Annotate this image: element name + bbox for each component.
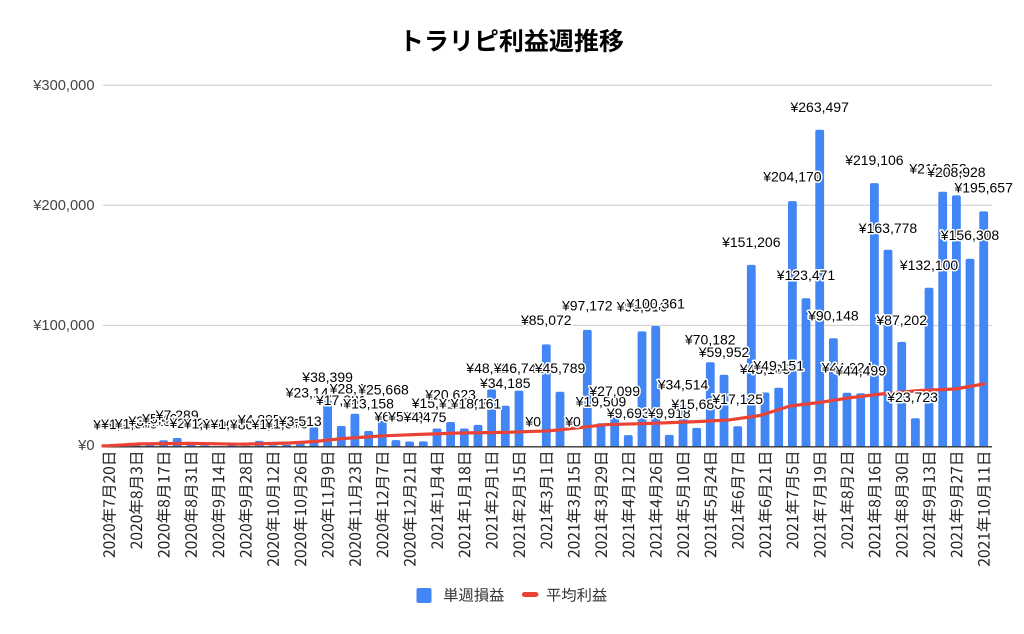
svg-text:¥49,151: ¥49,151 <box>752 358 804 374</box>
svg-text:¥1,233: ¥1,233 <box>250 416 294 432</box>
svg-text:¥34,514: ¥34,514 <box>657 377 709 393</box>
svg-text:¥132,100: ¥132,100 <box>899 257 959 273</box>
svg-text:¥85,072: ¥85,072 <box>520 312 572 328</box>
svg-text:¥500: ¥500 <box>92 417 124 433</box>
svg-text:¥4,885: ¥4,885 <box>237 411 281 427</box>
svg-text:¥25,668: ¥25,668 <box>357 382 409 398</box>
svg-text:¥123,471: ¥123,471 <box>776 267 836 283</box>
svg-text:¥15,214: ¥15,214 <box>411 395 463 411</box>
svg-text:¥16,108: ¥16,108 <box>438 395 490 411</box>
svg-text:¥100,361: ¥100,361 <box>625 296 685 312</box>
svg-text:¥163,778: ¥163,778 <box>858 220 918 236</box>
svg-text:¥28,243: ¥28,243 <box>329 381 381 397</box>
svg-text:¥48,126: ¥48,126 <box>465 360 517 376</box>
svg-text:¥5,467: ¥5,467 <box>141 411 185 427</box>
svg-text:¥4,475: ¥4,475 <box>403 409 447 425</box>
svg-text:¥100,000: ¥100,000 <box>32 318 94 334</box>
svg-text:¥200,000: ¥200,000 <box>32 198 94 214</box>
svg-text:¥34,185: ¥34,185 <box>479 375 531 391</box>
svg-text:¥3,413: ¥3,413 <box>127 413 171 429</box>
svg-text:¥500: ¥500 <box>202 417 234 433</box>
svg-text:¥208,928: ¥208,928 <box>926 164 986 180</box>
svg-text:¥156,308: ¥156,308 <box>940 227 1000 243</box>
svg-text:¥1,217: ¥1,217 <box>100 416 144 432</box>
svg-text:¥300,000: ¥300,000 <box>32 78 94 94</box>
svg-text:¥5,093: ¥5,093 <box>387 409 431 425</box>
svg-text:¥151,206: ¥151,206 <box>721 234 781 250</box>
svg-text:¥95,916: ¥95,916 <box>616 299 668 315</box>
svg-text:¥87,202: ¥87,202 <box>875 312 927 328</box>
svg-text:¥204,170: ¥204,170 <box>762 169 822 185</box>
svg-text:¥195,657: ¥195,657 <box>953 180 1013 196</box>
svg-text:¥17,831: ¥17,831 <box>315 392 367 408</box>
svg-text:¥211,952: ¥211,952 <box>908 161 967 177</box>
svg-text:¥15,680: ¥15,680 <box>670 396 722 412</box>
svg-text:¥0: ¥0 <box>564 414 581 430</box>
svg-text:¥18,161: ¥18,161 <box>450 396 502 412</box>
svg-text:¥803: ¥803 <box>229 416 261 432</box>
svg-text:¥45,105: ¥45,105 <box>739 361 791 377</box>
svg-text:¥44,924: ¥44,924 <box>821 359 873 375</box>
svg-text:¥9,693: ¥9,693 <box>606 405 650 421</box>
svg-text:¥70,182: ¥70,182 <box>684 331 736 347</box>
svg-text:¥23,143: ¥23,143 <box>285 385 337 401</box>
svg-text:¥3,513: ¥3,513 <box>278 413 322 429</box>
svg-text:¥38,399: ¥38,399 <box>301 369 353 385</box>
svg-text:¥9,918: ¥9,918 <box>647 405 691 421</box>
svg-text:¥1,139: ¥1,139 <box>209 416 253 432</box>
svg-text:¥1,668: ¥1,668 <box>264 415 308 431</box>
svg-text:¥59,952: ¥59,952 <box>698 344 750 360</box>
svg-text:¥1,311: ¥1,311 <box>183 416 226 432</box>
svg-text:¥2,023: ¥2,023 <box>168 415 212 431</box>
svg-text:¥20,623: ¥20,623 <box>424 387 476 403</box>
svg-text:¥6,052: ¥6,052 <box>373 409 417 425</box>
svg-text:¥0: ¥0 <box>77 438 94 454</box>
svg-text:¥263,497: ¥263,497 <box>789 99 849 115</box>
svg-text:¥23,723: ¥23,723 <box>886 389 938 405</box>
svg-text:¥1,639: ¥1,639 <box>114 415 158 431</box>
svg-text:¥17,125: ¥17,125 <box>711 391 763 407</box>
svg-text:¥27,099: ¥27,099 <box>588 383 640 399</box>
svg-text:¥19,509: ¥19,509 <box>575 393 627 409</box>
svg-text:¥44,499: ¥44,499 <box>834 363 886 379</box>
svg-text:¥0: ¥0 <box>524 414 541 430</box>
svg-text:¥97,172: ¥97,172 <box>561 298 613 314</box>
svg-text:¥13,158: ¥13,158 <box>342 396 394 412</box>
svg-text:¥45,789: ¥45,789 <box>534 360 586 376</box>
svg-text:¥7,289: ¥7,289 <box>155 407 199 423</box>
svg-text:¥46,741: ¥46,741 <box>493 360 545 376</box>
svg-text:¥90,148: ¥90,148 <box>807 307 859 323</box>
svg-text:¥219,106: ¥219,106 <box>844 152 904 168</box>
